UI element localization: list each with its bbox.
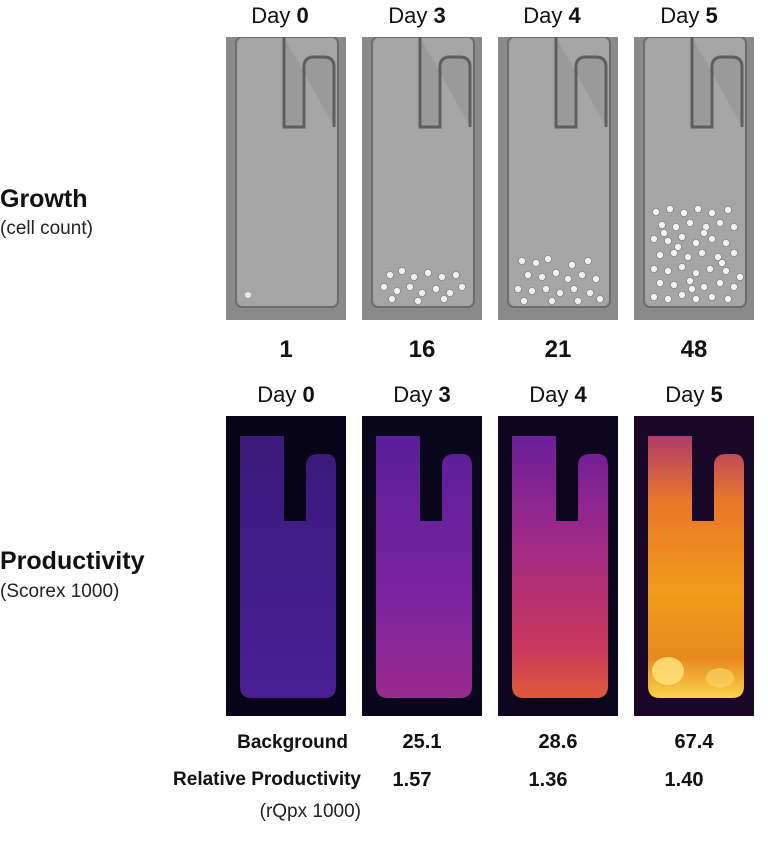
cell-count-day0: 1 [279, 336, 293, 363]
cell-count-day3: 16 [408, 336, 436, 363]
relative-productivity-day5: 1.40 [664, 769, 704, 791]
top-day-label-0: Day 0 [251, 3, 309, 28]
fluorescence-image-day0 [226, 416, 346, 716]
growth-title: Growth [0, 185, 88, 213]
cell-count-day4: 21 [544, 336, 572, 363]
cell-count-day5: 48 [680, 336, 708, 363]
top-day-label-5: Day 5 [660, 3, 718, 28]
relative-productivity-day3: 1.57 [392, 769, 432, 791]
productivity-subtitle: (Scorex 1000) [0, 581, 120, 602]
relative-productivity-day4: 1.36 [528, 769, 568, 791]
background-value-day5: 67.4 [674, 731, 714, 753]
fluorescence-image-day3 [362, 416, 482, 716]
growth-subtitle: (cell count) [0, 218, 93, 239]
bottom-day-label-0: Day 0 [257, 382, 315, 407]
fluorescence-image-day5 [634, 416, 754, 716]
relative-productivity-label: Relative Productivity [173, 769, 361, 790]
bottom-day-label-3: Day 3 [393, 382, 451, 407]
brightfield-image-day5 [634, 37, 754, 320]
fluorescence-image-day4 [498, 416, 618, 716]
relative-productivity-unit: (rQpx 1000) [259, 801, 361, 822]
background-value-day3: 25.1 [402, 731, 442, 753]
background-label: Background [237, 732, 348, 753]
productivity-title: Productivity [0, 547, 145, 575]
top-day-label-3: Day 3 [388, 3, 446, 28]
brightfield-image-day0 [226, 37, 346, 320]
brightfield-image-day4 [498, 37, 618, 320]
background-value-day4: 28.6 [538, 731, 578, 753]
brightfield-image-day3 [362, 37, 482, 320]
top-day-label-4: Day 4 [523, 3, 581, 28]
bottom-day-label-4: Day 4 [529, 382, 587, 407]
bottom-day-label-5: Day 5 [665, 382, 723, 407]
